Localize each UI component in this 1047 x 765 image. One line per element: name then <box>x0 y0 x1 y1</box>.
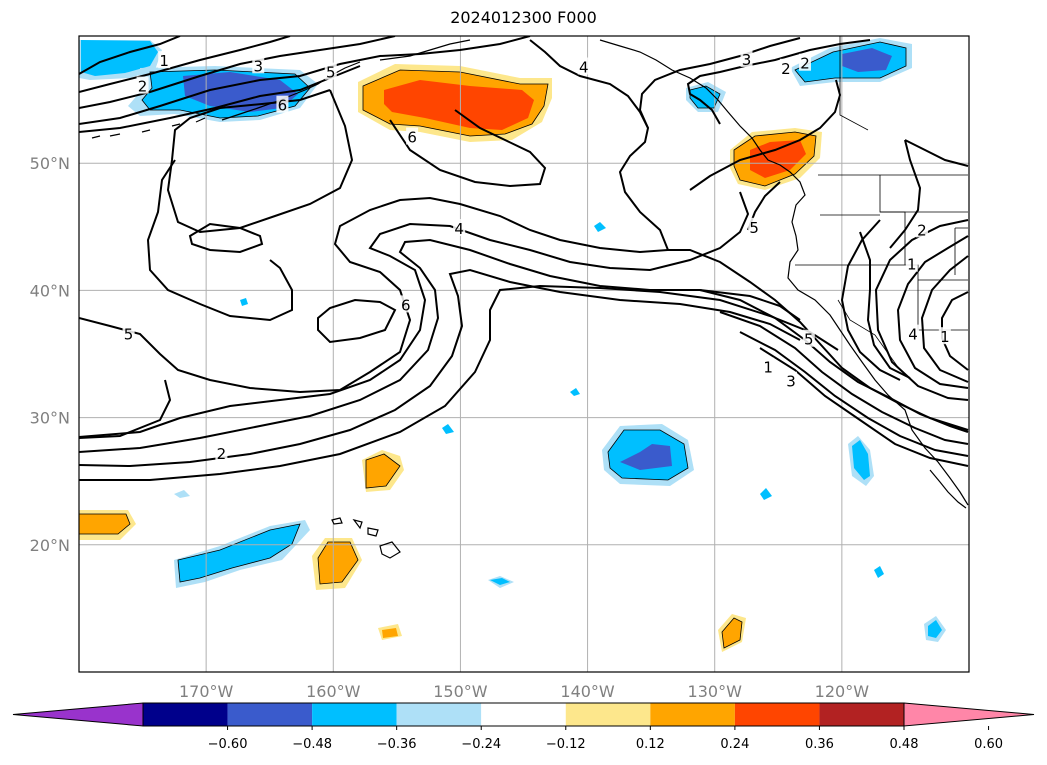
map-frame <box>78 35 970 673</box>
contour-label: 1 <box>907 256 917 274</box>
colorbar-segment <box>481 703 566 726</box>
lat-tick-label: 50°N <box>30 154 70 173</box>
contour-label: 2 <box>781 60 791 78</box>
contour-label-bg <box>748 217 761 235</box>
contour-label-bg <box>276 95 289 113</box>
longitude-tick-labels: 170°W 160°W 150°W 140°W 130°W 120°W <box>179 682 869 701</box>
colorbar-tick-label: 0.36 <box>805 737 834 752</box>
contour-label-bg <box>453 219 466 237</box>
contour-label-bg <box>762 357 775 375</box>
colorbar-tick-label: −0.12 <box>546 737 586 752</box>
contour-label: 2 <box>217 445 227 463</box>
colorbar-tick-label: 0.60 <box>974 737 1003 752</box>
shaded-field <box>79 38 946 652</box>
contour-label: 5 <box>124 326 134 344</box>
contour-label: 5 <box>749 219 759 237</box>
chart-title: 2024012300 F000 <box>450 8 597 27</box>
contour-label-bg <box>938 327 951 345</box>
contour-label: 2 <box>138 78 148 96</box>
contour-label-bg <box>785 371 797 389</box>
contour-label-bg <box>399 295 412 313</box>
contour-label: 4 <box>908 326 918 344</box>
contour-label: 6 <box>407 128 417 146</box>
lon-tick-label: 140°W <box>560 682 615 701</box>
contour-label: 5 <box>326 64 336 82</box>
contour-label: 1 <box>940 328 950 346</box>
colorbar: −0.60 −0.48 −0.36 −0.24 −0.12 0.12 0.24 0.36 0.4… <box>12 702 1035 752</box>
contour-label: 6 <box>401 296 411 314</box>
contour-label-bg <box>907 324 920 342</box>
colorbar-segment <box>819 703 904 726</box>
colorbar-segment <box>396 703 482 726</box>
contour-label-bg <box>324 62 337 80</box>
contour-label-bg <box>577 57 590 75</box>
colorbar-frame <box>142 702 905 727</box>
shade-outlines <box>79 41 907 649</box>
gridlines <box>79 36 969 672</box>
colorbar-segment <box>734 703 820 726</box>
colorbar-tick-label: −0.48 <box>292 737 332 752</box>
colorbar-tick-label: −0.36 <box>377 737 417 752</box>
lon-tick-label: 150°W <box>433 682 488 701</box>
colorbar-tick-label: −0.24 <box>461 737 501 752</box>
contour-label: 2 <box>800 55 810 73</box>
colorbar-segment <box>565 703 651 726</box>
contour-label-bg <box>779 58 792 76</box>
contour-label: 6 <box>278 97 288 115</box>
lat-tick-label: 30°N <box>30 409 70 428</box>
contour-label-bg <box>252 56 265 74</box>
colorbar-extend-high <box>903 702 1035 727</box>
coastlines <box>91 39 969 559</box>
contour-label: 4 <box>454 220 464 238</box>
colorbar-segment <box>143 703 228 726</box>
contour-label: 3 <box>742 51 752 69</box>
lon-tick-label: 160°W <box>306 682 361 701</box>
contour-label: 1 <box>159 52 169 70</box>
lon-tick-label: 120°W <box>815 682 870 701</box>
contour-label-bg <box>802 329 815 347</box>
contour-label-bg <box>215 444 228 462</box>
colorbar-tick-label: 0.48 <box>890 737 919 752</box>
lon-tick-label: 130°W <box>688 682 743 701</box>
contour-label: 1 <box>763 359 773 377</box>
contour-label-bg <box>798 53 811 71</box>
contour-label: 5 <box>804 331 814 349</box>
contour-label-bg <box>136 76 149 94</box>
contour-label: 4 <box>579 59 589 77</box>
contour-label-bg <box>905 254 918 272</box>
colorbar-segment <box>650 703 735 726</box>
colorbar-segment <box>312 703 397 726</box>
contour-label-bg <box>915 220 928 238</box>
contour-label-bg <box>740 49 753 67</box>
latitude-tick-labels: 20°N 30°N 40°N 50°N <box>30 154 70 555</box>
colorbar-tick-label: 0.12 <box>636 737 665 752</box>
colorbar-segment <box>227 703 313 726</box>
colorbar-tick-label: 0.24 <box>720 737 749 752</box>
contour-label: 3 <box>786 373 796 391</box>
contour-label-bg <box>158 51 171 69</box>
lon-tick-label: 170°W <box>179 682 234 701</box>
contour-label-bg <box>406 127 419 145</box>
contour-label: 2 <box>917 221 927 239</box>
colorbar-extend-low <box>12 702 144 727</box>
colorbar-tick-label: −0.60 <box>208 737 248 752</box>
contour-label-bg <box>122 324 135 342</box>
lat-tick-label: 20°N <box>30 536 70 555</box>
contour-label: 3 <box>253 57 263 75</box>
lat-tick-label: 40°N <box>30 281 70 300</box>
